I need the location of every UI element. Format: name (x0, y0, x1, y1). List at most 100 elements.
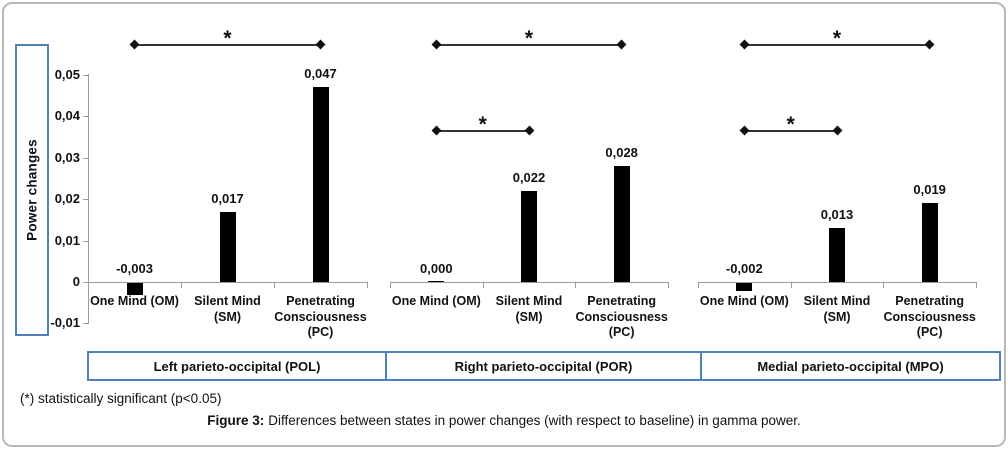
y-tick (83, 282, 88, 283)
bar-value-label: 0,019 (913, 182, 946, 198)
bar-value-label: 0,047 (304, 66, 337, 82)
category-label-line: Consciousness (274, 309, 367, 324)
x-axis-segment (390, 282, 668, 283)
bar (428, 281, 445, 282)
x-tick (575, 282, 577, 288)
category-label-line: Consciousness (883, 309, 976, 324)
group-label: Medial parieto-occipital (MPO) (757, 358, 944, 374)
category-label-line: Silent Mind (495, 294, 563, 308)
category-label: Penetrating Consciousness (PC) (872, 294, 988, 341)
x-axis-segment (698, 282, 976, 283)
x-tick (883, 282, 885, 288)
category-label-line: (SM) (515, 309, 543, 324)
significance-line (134, 44, 321, 46)
significance-asterisk: * (478, 113, 487, 136)
category-label: One Mind (OM) (77, 294, 193, 310)
bar (736, 283, 753, 292)
group-label-box: Left parieto-occipital (POL) (87, 351, 387, 381)
figure-caption: Figure 3: Differences between states in p… (0, 413, 1008, 428)
x-tick (790, 282, 792, 288)
y-tick-label: 0,04 (54, 108, 80, 124)
significance-line (436, 130, 529, 132)
category-label: Silent Mind (SM) (471, 294, 587, 325)
bar (921, 203, 938, 282)
group-label: Left parieto-occipital (POL) (153, 358, 321, 374)
category-label: Silent Mind (SM) (779, 294, 895, 325)
significance-line (744, 130, 837, 132)
category-label-line: Penetrating (587, 294, 657, 308)
category-label: One Mind (OM) (686, 294, 802, 310)
category-label-line: Penetrating (895, 294, 965, 308)
diamond-icon (924, 39, 935, 50)
diamond-icon (431, 125, 442, 136)
y-tick-label: -0,01 (50, 315, 80, 331)
bar (312, 87, 329, 282)
significance-asterisk: * (524, 27, 534, 50)
x-tick (976, 282, 977, 288)
category-label: Silent Mind (SM) (170, 294, 286, 325)
x-tick (482, 282, 484, 288)
x-tick (698, 282, 699, 288)
diamond-icon (832, 125, 842, 136)
bar (829, 228, 845, 282)
x-tick (88, 282, 89, 288)
y-tick (83, 240, 88, 242)
group-label-box: Right parieto-occipital (POR) (385, 351, 702, 381)
significance-footnote: (*) statistically significant (p<0.05) (20, 391, 222, 406)
category-label-line: (PC) (608, 325, 635, 339)
category-label-line: One Mind (OM) (90, 294, 179, 308)
bar-value-label: 0,028 (605, 145, 638, 161)
category-label-line: (SM) (823, 309, 851, 324)
x-tick (274, 282, 275, 288)
bar-value-label: 0,013 (820, 207, 854, 223)
bar-value-label: 0,017 (211, 190, 244, 206)
y-tick (83, 323, 88, 325)
diamond-icon (129, 39, 140, 50)
y-tick (83, 75, 88, 76)
x-tick (390, 282, 391, 288)
x-tick (367, 282, 368, 288)
category-label: One Mind (OM) (378, 294, 494, 310)
bar (613, 166, 630, 282)
diamond-icon (739, 39, 750, 50)
y-tick-label: 0,03 (54, 149, 80, 165)
y-tick (83, 199, 88, 201)
y-tick-label: 0,01 (54, 232, 80, 248)
y-tick-label: 0,02 (54, 191, 80, 207)
x-axis-segment (88, 282, 367, 283)
y-tick (83, 116, 88, 118)
category-label-line: Silent Mind (194, 294, 261, 308)
bar-value-label: 0,000 (420, 261, 453, 276)
y-axis-title-box: Power changes (15, 44, 49, 336)
category-label-line: Silent Mind (803, 294, 871, 308)
category-label-line: (PC) (307, 325, 334, 339)
y-tick (83, 157, 88, 159)
category-label-line: (SM) (213, 309, 242, 324)
y-tick-label: 0,05 (54, 67, 80, 82)
category-label: Penetrating Consciousness (PC) (564, 294, 680, 341)
x-tick (668, 282, 669, 288)
category-label-line: One Mind (OM) (699, 294, 789, 308)
bar-value-label: 0,022 (512, 169, 546, 185)
diamond-icon (616, 39, 627, 50)
bar (219, 211, 236, 282)
category-label-line: (PC) (916, 325, 943, 339)
significance-line (744, 44, 930, 46)
significance-asterisk: * (832, 27, 842, 50)
group-label-box: Medial parieto-occipital (MPO) (700, 351, 1001, 381)
group-label: Right parieto-occipital (POR) (454, 358, 633, 374)
y-tick-label: 0 (72, 274, 80, 289)
significance-line (436, 44, 622, 46)
category-label-line: Penetrating (286, 294, 355, 308)
significance-asterisk: * (223, 27, 232, 50)
diamond-icon (431, 39, 442, 50)
bar-value-label: -0,002 (725, 261, 763, 276)
diamond-icon (524, 125, 534, 136)
category-label-line: Consciousness (575, 309, 668, 324)
y-axis-line (88, 74, 89, 324)
significance-asterisk: * (786, 113, 795, 136)
bar-value-label: -0,003 (116, 261, 153, 276)
category-label-line: One Mind (OM) (391, 294, 481, 308)
x-tick (181, 282, 182, 288)
